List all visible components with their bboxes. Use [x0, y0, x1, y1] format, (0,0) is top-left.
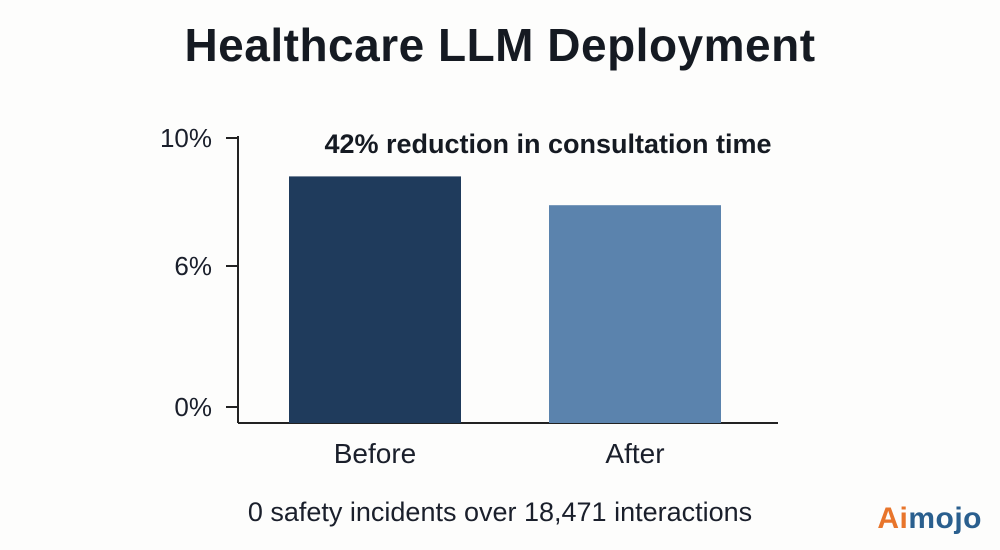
brand-logo: Aimojo: [877, 502, 982, 536]
footer-note: 0 safety incidents over 18,471 interacti…: [247, 497, 753, 527]
chart-ticks: 0% 6% 10%: [160, 123, 238, 422]
y-tick-label: 10%: [160, 123, 212, 153]
y-tick-label: 6%: [174, 251, 212, 281]
chart-bars: Before After: [289, 176, 721, 469]
x-tick-label: After: [605, 438, 664, 469]
bar-after: [549, 205, 721, 423]
page-title: Healthcare LLM Deployment: [184, 19, 816, 71]
chart-annotation: 42% reduction in consultation time: [324, 129, 771, 159]
logo-ai-text: Ai: [877, 502, 909, 535]
logo-mojo-text: mojo: [908, 502, 982, 535]
bar-before: [289, 176, 461, 423]
y-tick-label: 0%: [174, 392, 212, 422]
x-tick-label: Before: [334, 438, 417, 469]
